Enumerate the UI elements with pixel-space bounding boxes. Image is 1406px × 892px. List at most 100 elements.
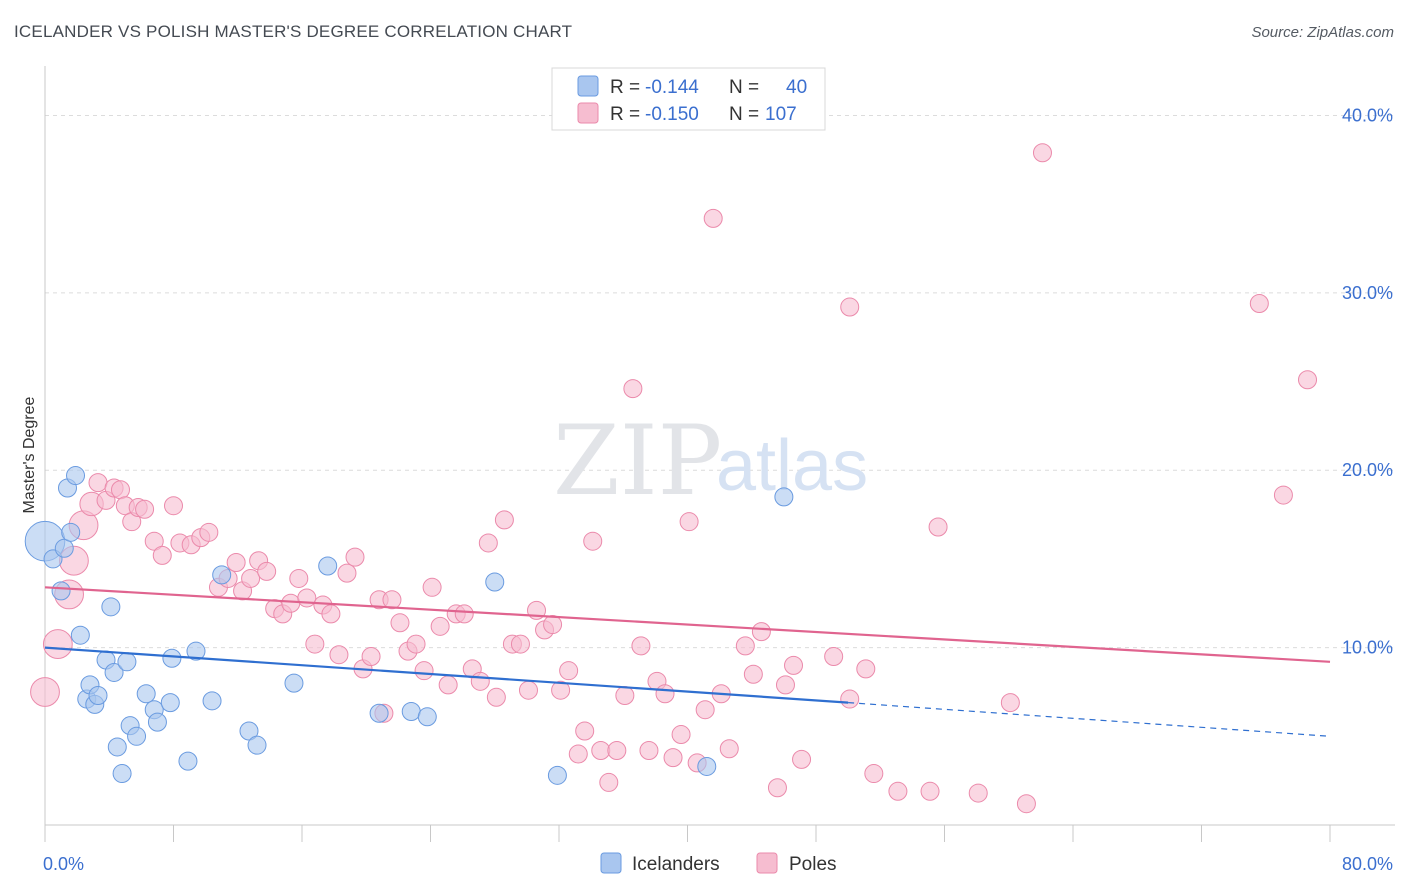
pole-point [623,379,643,399]
pole-point [679,512,699,532]
pole-point [164,496,183,516]
trend-line-icelanders [44,646,849,704]
icelander-point [112,764,132,784]
pole-point [382,590,402,610]
pole-point [920,781,940,801]
pole-point [518,680,538,700]
icelander-point [202,691,222,711]
pole-point [470,671,490,691]
pole-point [639,741,659,760]
icelander-point [147,712,167,732]
source-credit: Source: ZipAtlas.com [1251,24,1394,41]
pole-point [135,499,155,519]
pole-point [559,661,579,681]
pole-point [257,561,277,581]
pole-point [568,744,588,764]
pole-point [289,568,309,588]
pole-point [792,749,812,769]
icelander-point [239,721,259,741]
y-tick-label: 40.0% [1342,105,1393,125]
icelander-point [697,756,717,776]
bottom-legend-label-poles: Poles [789,854,837,875]
icelander-point [107,737,127,757]
pole-point [88,473,108,493]
legend-r-label-icelanders: R = [610,77,640,98]
trend-line-icelanders-extension [848,702,1331,737]
icelander-point [127,726,147,746]
pole-point [551,680,571,700]
icelander-point [66,466,86,486]
x-axis-tick-labels: 0.0% 80.0% [43,854,1393,874]
pole-point [703,208,723,228]
pole-point [1000,693,1020,713]
x-tick-label: 0.0% [43,854,84,874]
icelander-point [318,556,338,576]
pole-point [735,636,755,656]
icelander-point [61,522,81,542]
pole-point [390,613,410,633]
pole-point [144,531,164,551]
icelander-point [51,581,71,601]
y-tick-label: 30.0% [1342,283,1393,303]
pole-point [199,522,219,542]
pole-point [337,563,357,583]
legend-n-value-poles: 107 [765,104,797,125]
pole-point [840,297,860,317]
pole-point [110,480,130,500]
series-icelanders-points [24,466,794,785]
pole-point [591,741,611,760]
legend-swatch-icelanders [577,75,599,97]
pole-point [345,547,365,567]
icelander-point [178,751,198,771]
pole-point [438,675,458,695]
icelander-point [212,565,232,585]
icelander-point [162,648,182,668]
watermark: ZIP atlas [553,405,868,517]
y-tick-label: 10.0% [1342,638,1393,658]
pole-point [1016,794,1036,814]
pole-point [543,615,563,635]
bottom-legend-swatch-poles [756,852,778,874]
pole-point [321,604,341,624]
bottom-legend: Icelanders Poles [600,852,837,875]
icelander-point [417,707,437,727]
pole-point [856,659,876,679]
legend-n-value-icelanders: 40 [786,77,807,98]
pole-point [751,622,771,642]
pole-point [478,533,498,553]
pole-point [305,634,325,654]
y-axis-tick-labels: 10.0% 20.0% 30.0% 40.0% [1342,105,1393,657]
legend-r-label-poles: R = [610,104,640,125]
pole-point [615,686,635,706]
pole-point [671,725,691,745]
icelander-point [186,641,206,661]
icelander-point [70,625,90,645]
y-tick-label: 20.0% [1342,460,1393,480]
top-legend: R = -0.144 N = 40 R = -0.150 N = 107 [551,67,826,131]
legend-n-label-poles: N = [729,104,759,125]
pole-point [1298,370,1318,390]
pole-point [454,604,474,624]
pole-point [226,552,246,572]
pole-point [1249,294,1269,313]
pole-point [631,636,651,656]
pole-point [575,721,595,741]
pole-point [719,739,739,759]
icelander-point [88,686,108,706]
pole-point [968,783,988,803]
pole-point [30,677,60,707]
icelander-point [369,703,389,723]
pole-point [607,741,627,760]
y-axis-label: Master's Degree [21,396,38,513]
pole-point [281,593,301,613]
icelander-point [401,701,421,721]
icelander-point [117,652,137,672]
pole-point [840,689,860,709]
pole-point [329,645,349,665]
pole-point [297,588,317,608]
pole-point [599,772,619,792]
legend-r-value-poles: -0.150 [645,104,699,125]
bottom-legend-swatch-icelanders [600,852,622,874]
pole-point [655,684,675,704]
